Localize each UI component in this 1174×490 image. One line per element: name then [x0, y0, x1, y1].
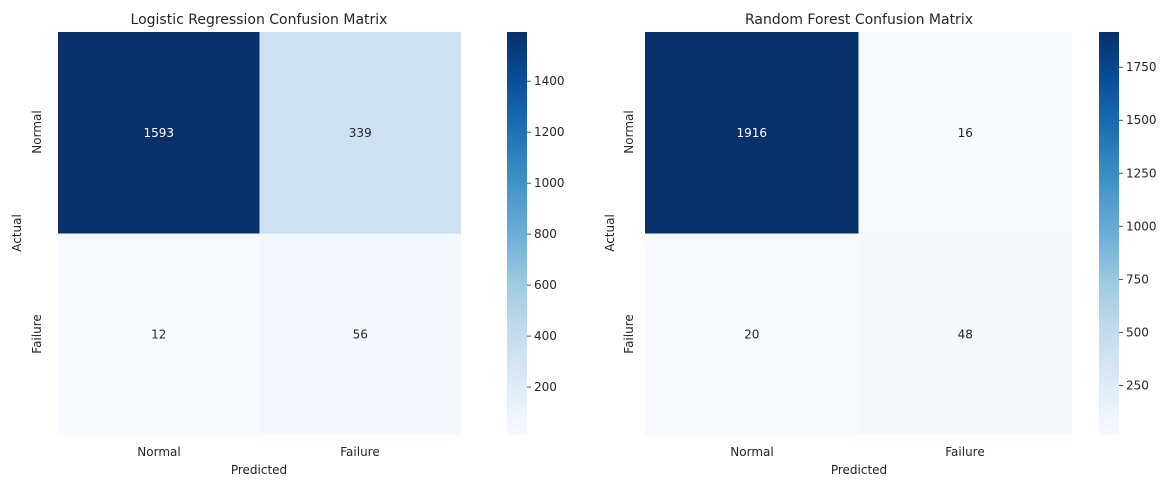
- colorbar-tick-label: 1000: [534, 176, 565, 190]
- heatmap-cell: [259, 233, 461, 435]
- heatmap-cells: 1593 339 12 56: [58, 32, 461, 435]
- colorbar: [507, 32, 527, 435]
- y-tick-label: Normal: [622, 110, 636, 153]
- x-tick-label: Failure: [340, 445, 379, 459]
- x-tick-label: Failure: [945, 445, 984, 459]
- cell-annotation: 339: [349, 126, 372, 140]
- colorbar-tick-label: 1200: [534, 125, 565, 139]
- colorbar-tick-label: 200: [534, 380, 557, 394]
- colorbar-ticks: 200 400 600 800 1000 1200 1400: [527, 74, 565, 394]
- heatmap-cell: [858, 32, 1072, 234]
- x-tick-label: Normal: [730, 445, 773, 459]
- heatmap-cell: [58, 233, 260, 435]
- cell-annotation: 1593: [143, 126, 174, 140]
- colorbar-tick-label: 1500: [1126, 113, 1157, 127]
- colorbar-tick-label: 800: [534, 227, 557, 241]
- cell-annotation: 1916: [736, 126, 767, 140]
- colorbar-ticks: 250 500 750 1000 1250 1500 1750: [1119, 60, 1157, 392]
- cell-annotation: 56: [353, 327, 368, 341]
- heatmap-cells: 1916 16 20 48: [645, 32, 1072, 435]
- colorbar-tick-label: 250: [1126, 378, 1149, 392]
- x-axis-label: Predicted: [231, 463, 287, 477]
- heatmap-cell: [259, 32, 461, 234]
- chart-title: Logistic Regression Confusion Matrix: [131, 12, 388, 28]
- chart-title: Random Forest Confusion Matrix: [745, 12, 973, 28]
- cell-annotation: 48: [958, 327, 973, 341]
- heatmap-cell: [645, 32, 859, 234]
- y-tick-label: Normal: [30, 110, 44, 153]
- heatmap-panel-logistic-regression: Logistic Regression Confusion Matrix 159…: [10, 12, 565, 477]
- colorbar-tick-label: 750: [1126, 272, 1149, 286]
- x-axis-label: Predicted: [831, 463, 887, 477]
- cell-annotation: 20: [744, 327, 759, 341]
- x-tick-label: Normal: [137, 445, 180, 459]
- heatmap-panel-random-forest: Random Forest Confusion Matrix 1916 16 20 4…: [603, 12, 1157, 477]
- y-tick-label: Failure: [622, 314, 636, 353]
- heatmap-cell: [858, 233, 1072, 435]
- colorbar-tick-label: 400: [534, 329, 557, 343]
- colorbar-tick-label: 1400: [534, 74, 565, 88]
- y-axis-label: Actual: [603, 214, 617, 252]
- cell-annotation: 12: [151, 327, 166, 341]
- cell-annotation: 16: [958, 126, 973, 140]
- heatmap-cell: [58, 32, 260, 234]
- colorbar-tick-label: 600: [534, 278, 557, 292]
- colorbar: [1099, 32, 1119, 435]
- colorbar-tick-label: 1000: [1126, 219, 1157, 233]
- colorbar-tick-label: 1750: [1126, 60, 1157, 74]
- colorbar-tick-label: 500: [1126, 325, 1149, 339]
- y-tick-label: Failure: [30, 314, 44, 353]
- colorbar-tick-label: 1250: [1126, 166, 1157, 180]
- heatmap-cell: [645, 233, 859, 435]
- y-axis-label: Actual: [10, 214, 24, 252]
